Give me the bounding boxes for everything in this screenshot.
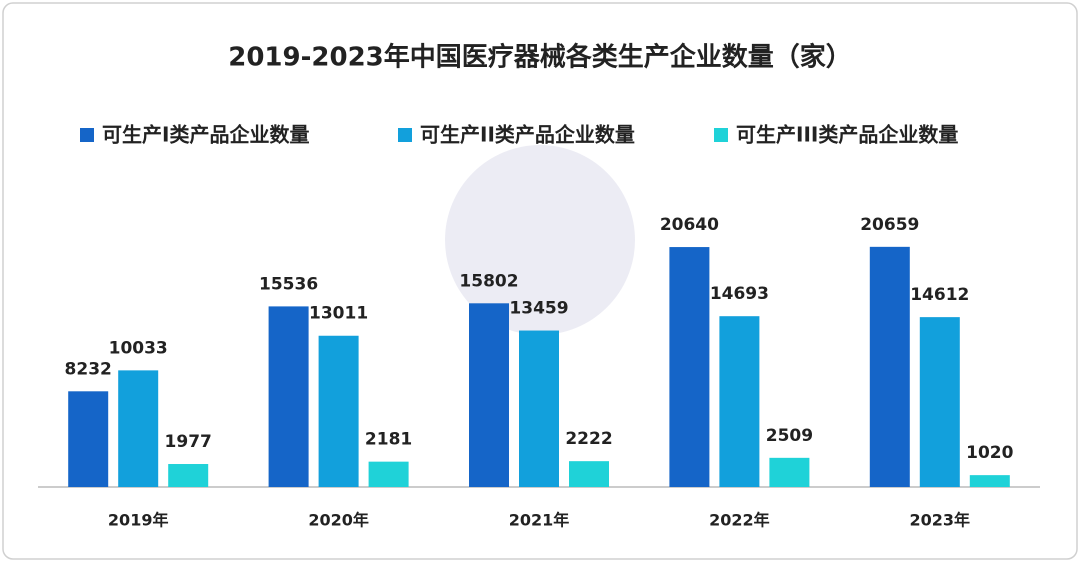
value-label: 2181 <box>365 430 412 450</box>
value-label: 13011 <box>309 304 368 324</box>
bar <box>368 461 409 487</box>
bar <box>168 464 209 487</box>
x-tick-label: 2020年 <box>308 511 369 530</box>
value-label: 15802 <box>459 271 518 291</box>
bar <box>268 306 309 487</box>
bar <box>118 370 159 487</box>
x-tick-label: 2019年 <box>108 511 169 530</box>
bar <box>519 330 559 487</box>
bar <box>769 457 810 487</box>
value-label: 20640 <box>660 215 719 235</box>
value-label: 10033 <box>109 338 168 358</box>
value-label: 1020 <box>966 443 1013 463</box>
legend-swatch <box>398 128 412 142</box>
value-label: 14612 <box>910 285 969 305</box>
bar <box>569 461 609 487</box>
value-label: 13459 <box>509 299 568 319</box>
x-tick-label: 2021年 <box>509 511 570 530</box>
bar <box>919 317 960 487</box>
value-label: 8232 <box>65 359 112 379</box>
value-label: 1977 <box>165 432 212 452</box>
x-tick-label: 2022年 <box>709 511 770 530</box>
value-label: 15536 <box>259 274 318 294</box>
x-tick-label: 2023年 <box>910 511 971 530</box>
bar <box>719 316 760 487</box>
bar <box>68 391 109 487</box>
value-label: 20659 <box>860 215 919 235</box>
legend-swatch <box>80 128 94 142</box>
value-label: 2509 <box>766 426 813 446</box>
bar <box>669 247 710 487</box>
legend-label: 可生产I类产品企业数量 <box>102 123 309 147</box>
legend-label: 可生产III类产品企业数量 <box>736 123 958 147</box>
chart-title: 2019-2023年中国医疗器械各类生产企业数量（家） <box>228 42 852 73</box>
value-label: 14693 <box>710 284 769 304</box>
bar <box>969 475 1010 487</box>
bar <box>869 246 910 487</box>
legend-swatch <box>714 128 728 142</box>
value-label: 2222 <box>565 429 612 449</box>
bar <box>318 335 359 487</box>
watermark <box>445 145 635 335</box>
legend-label: 可生产II类产品企业数量 <box>420 123 635 147</box>
bar <box>469 303 509 487</box>
